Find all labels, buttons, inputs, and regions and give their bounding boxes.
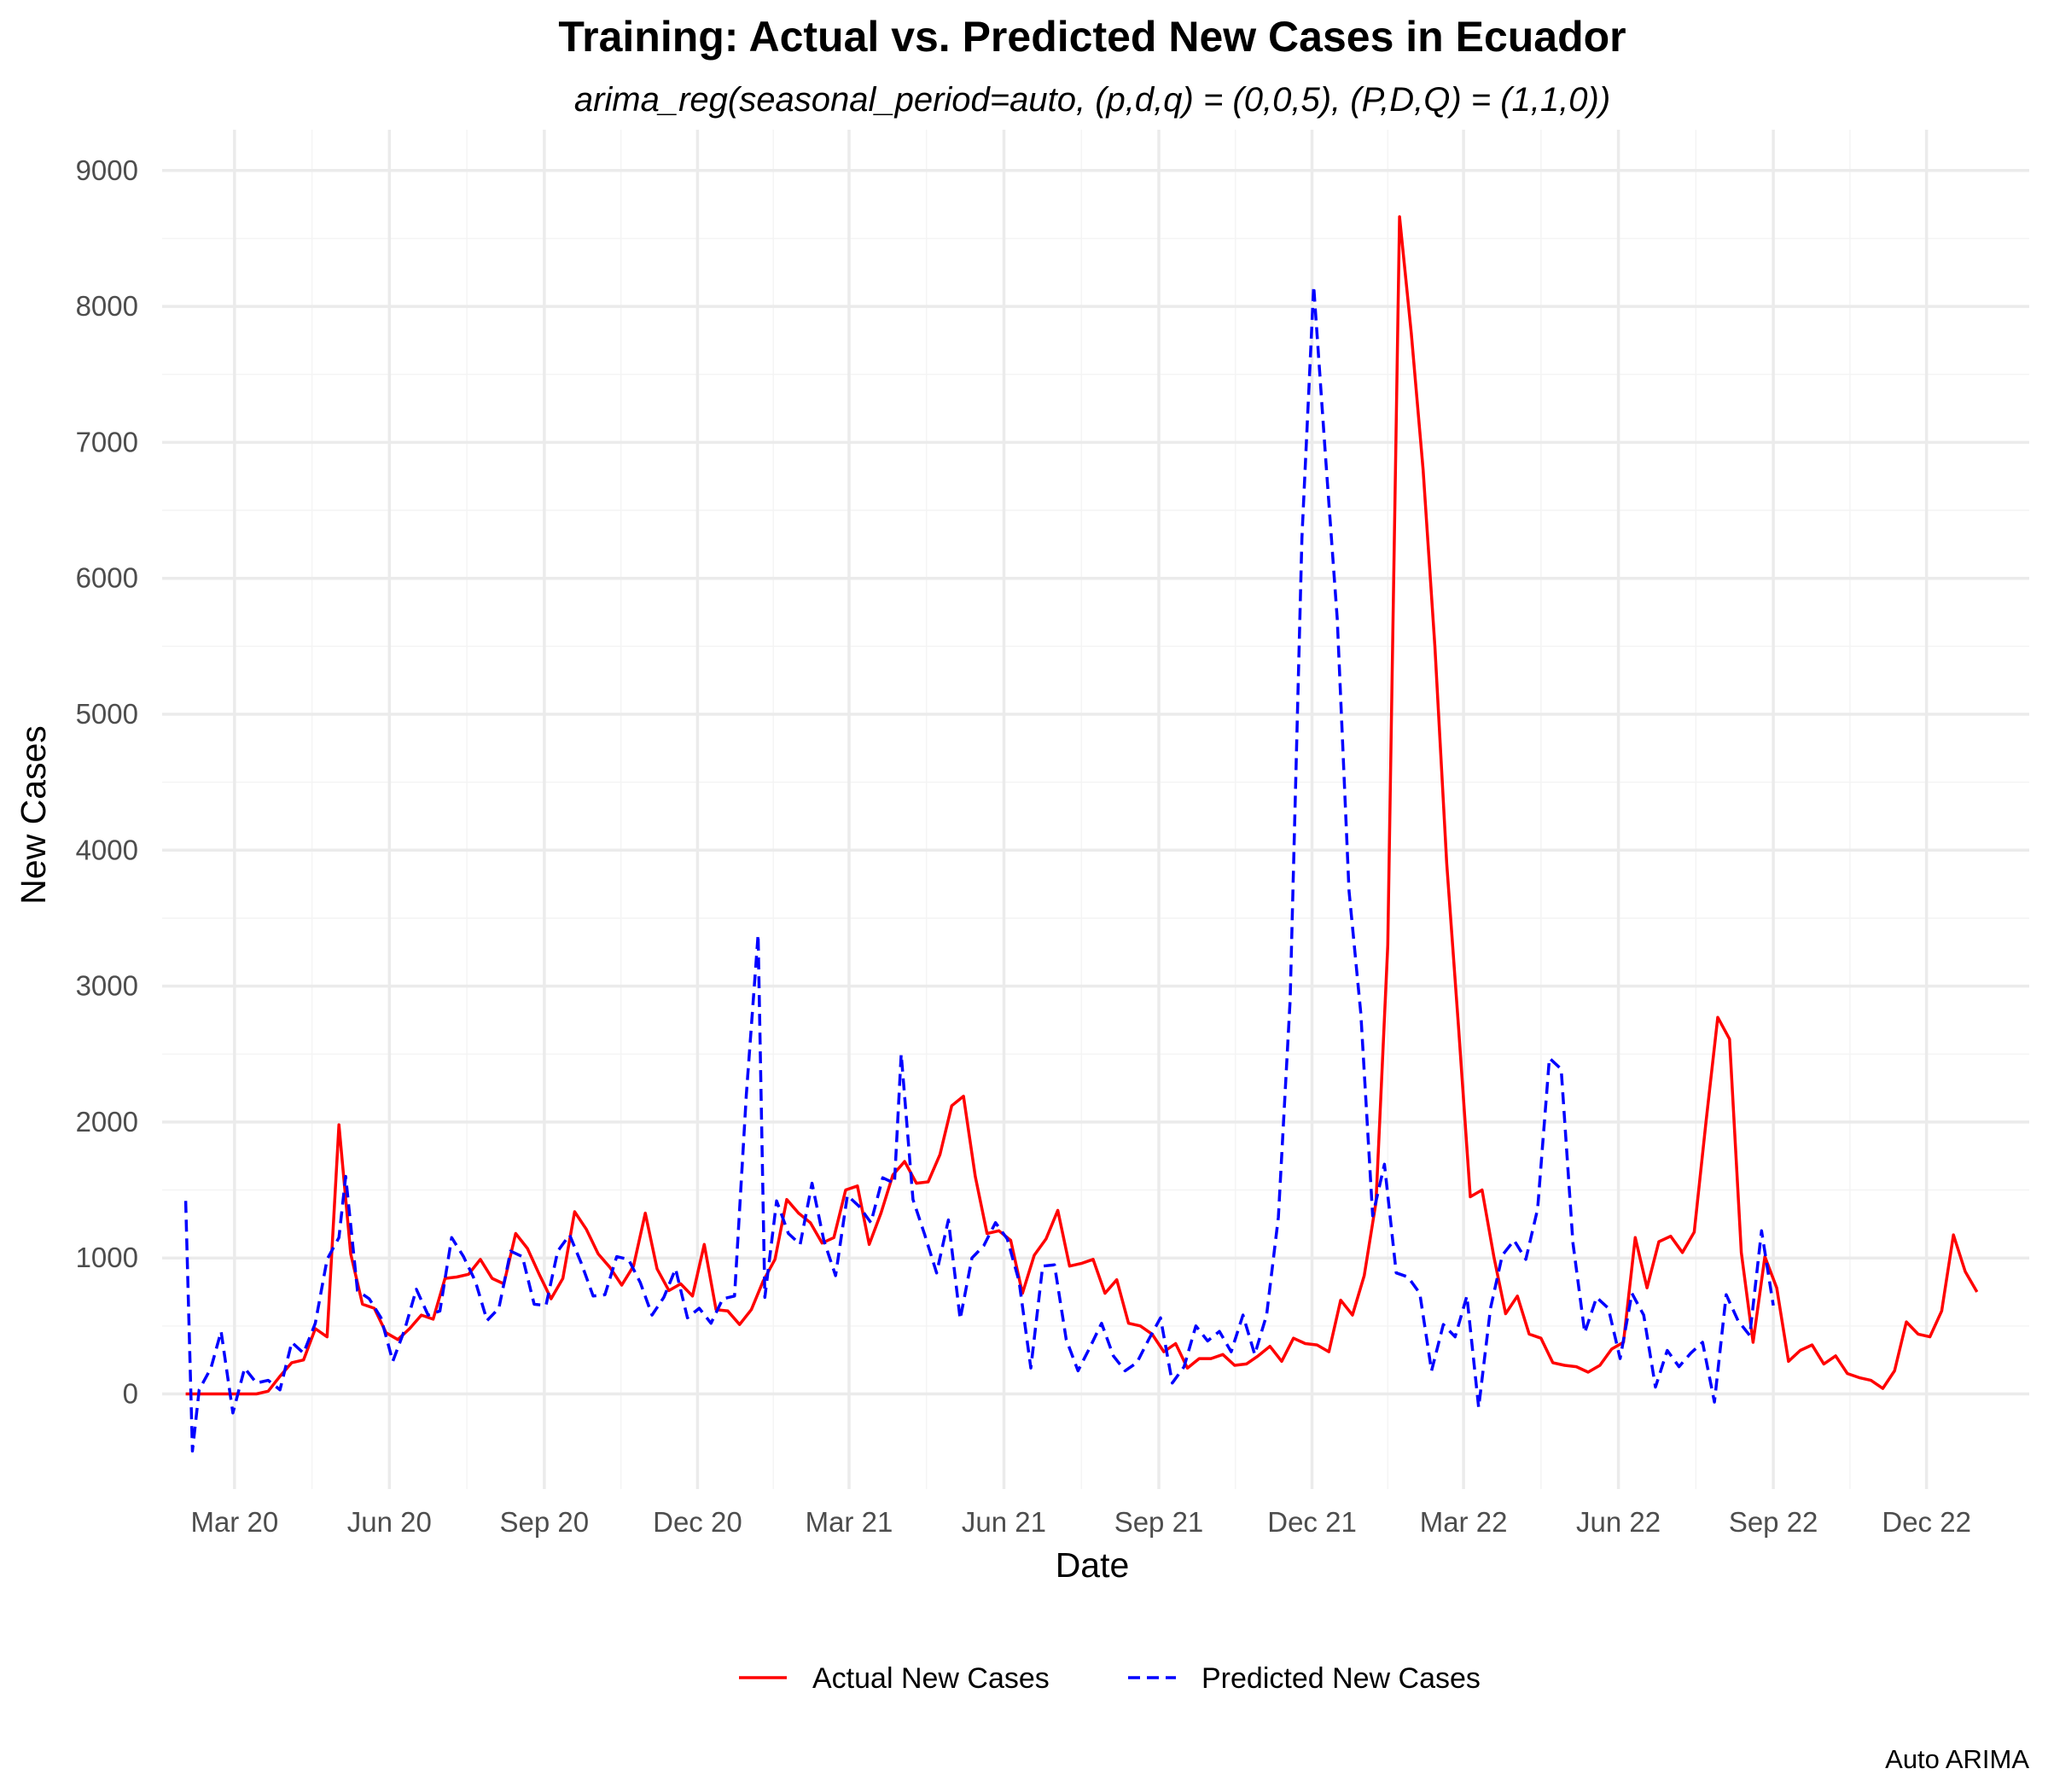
series-layer (183, 215, 1979, 1453)
series-line-actual-new-cases (185, 215, 1979, 1396)
x-tick-label: Sep 20 (500, 1506, 590, 1538)
legend-label: Predicted New Cases (1201, 1662, 1481, 1695)
x-axis-label: Date (1056, 1545, 1130, 1585)
x-tick-label: Jun 22 (1576, 1506, 1661, 1538)
x-tick-label: Mar 22 (1420, 1506, 1508, 1538)
y-tick-label: 0 (123, 1377, 138, 1409)
y-tick-label: 1000 (76, 1242, 138, 1273)
chart-subtitle: arima_reg(seasonal_period=auto, (p,d,q) … (574, 81, 1610, 119)
y-tick-label: 2000 (76, 1106, 138, 1137)
y-tick-label: 8000 (76, 290, 138, 322)
legend: Actual New Cases Predicted New Cases (739, 1662, 1481, 1695)
y-tick-label: 9000 (76, 154, 138, 186)
y-axis-label: New Cases (14, 725, 53, 905)
x-tick-label: Mar 21 (806, 1506, 893, 1538)
y-axis-tick-labels: 0 1000 2000 3000 4000 5000 6000 7000 8000 9000 (76, 154, 138, 1410)
x-tick-label: Dec 21 (1267, 1506, 1357, 1538)
series-line-predicted-new-cases (183, 284, 1775, 1453)
y-tick-label: 5000 (76, 698, 138, 730)
x-tick-label: Jun 20 (347, 1506, 432, 1538)
y-tick-label: 3000 (76, 970, 138, 1002)
y-tick-label: 7000 (76, 426, 138, 457)
x-tick-label: Dec 20 (653, 1506, 742, 1538)
y-tick-label: 6000 (76, 562, 138, 594)
x-tick-label: Mar 20 (190, 1506, 278, 1538)
legend-label: Actual New Cases (812, 1662, 1050, 1695)
x-tick-label: Sep 21 (1114, 1506, 1204, 1538)
gridlines (162, 130, 2029, 1489)
x-axis-tick-labels: Mar 20 Jun 20 Sep 20 Dec 20 Mar 21 Jun 21 Sep … (190, 1506, 1970, 1538)
x-tick-label: Dec 22 (1882, 1506, 1971, 1538)
chart-title: Training: Actual vs. Predicted New Cases… (558, 13, 1626, 61)
y-tick-label: 4000 (76, 834, 138, 865)
x-tick-label: Sep 22 (1729, 1506, 1818, 1538)
x-tick-label: Jun 21 (962, 1506, 1046, 1538)
chart-caption: Auto ARIMA (1885, 1744, 2029, 1774)
